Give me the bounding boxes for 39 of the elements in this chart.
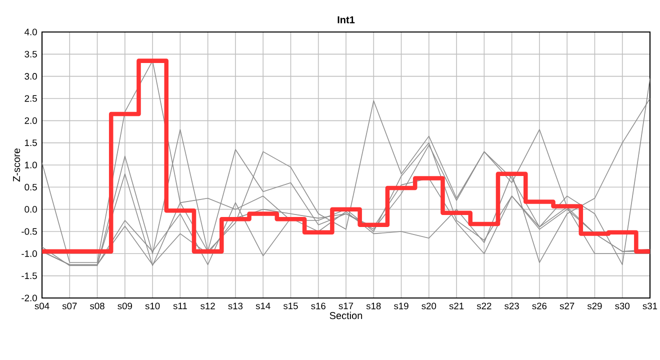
x-tick-label: s13 [228,302,243,310]
y-tick-label: 0.5 [24,184,37,190]
y-tick-label: 1.5 [25,140,37,146]
x-tick-label: s12 [200,302,215,310]
y-tick-label: -1.0 [22,250,37,257]
x-tick-label: s16 [311,302,326,310]
x-tick-label: s08 [90,302,104,310]
x-tick-label: s10 [145,302,160,310]
x-tick-label: s07 [62,302,77,310]
x-tick-label: s19 [394,302,408,310]
x-tick-label: s11 [173,302,187,310]
chart-title: Int1 [338,16,355,24]
x-tick-label: s23 [504,302,519,310]
y-tick-label: 2.5 [24,95,37,102]
y-tick-label: 4.0 [24,28,37,36]
x-tick-label: s04 [34,302,50,310]
y-tick-label: 3.5 [24,50,37,58]
x-tick-label: s30 [615,302,630,310]
x-tick-label: s26 [532,302,547,310]
x-tick-label: s31 [642,302,658,310]
y-axis-title: Z-score [13,148,20,182]
y-tick-label: 3.0 [24,73,37,80]
y-tick-label: -2.0 [22,294,37,302]
y-tick-label: -1.5 [22,272,37,280]
x-tick-label: s20 [422,302,436,310]
x-tick-label: s29 [587,302,602,310]
x-tick-label: s22 [476,302,492,310]
x-tick-label: s17 [338,302,354,310]
x-axis-title: Section [330,312,362,320]
x-tick-label: s14 [256,302,270,310]
x-tick-label: s09 [118,302,132,310]
y-tick-label: -0.5 [22,228,37,235]
y-tick-label: 2.0 [24,117,37,124]
x-tick-label: s18 [366,302,381,310]
y-tick-label: 0.0 [24,206,37,213]
x-tick-label: s27 [560,302,574,310]
x-tick-label: s15 [283,302,298,310]
x-tick-label: s21 [449,302,464,310]
y-tick-label: 1.0 [25,162,37,168]
